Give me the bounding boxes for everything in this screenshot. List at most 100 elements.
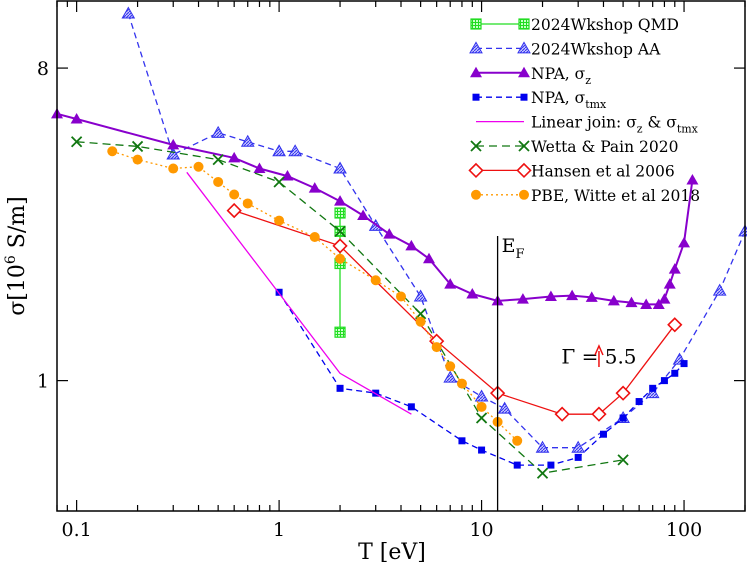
- data-point: [456, 378, 467, 389]
- series-line: [233, 209, 676, 415]
- axis-layer: 0.1 1 10 100 1 8: [37, 1, 746, 541]
- data-point: [443, 370, 458, 383]
- data-point: [253, 162, 266, 174]
- data-point: [193, 161, 204, 172]
- data-point: [652, 298, 665, 309]
- data-point: [497, 401, 512, 414]
- data-point: [212, 154, 224, 166]
- legend-label: NPA, σtmx: [531, 89, 607, 111]
- legend-label-text: 2024Wkshop QMD: [531, 16, 679, 34]
- data-point: [635, 398, 643, 406]
- legend-label-sub: z: [585, 74, 591, 87]
- data-point: [211, 125, 226, 138]
- data-point: [336, 384, 344, 392]
- data-point: [70, 113, 83, 124]
- y-tick-label: 8: [37, 58, 49, 80]
- data-point: [619, 414, 627, 422]
- data-point: [444, 278, 457, 289]
- legend-marker: [520, 93, 528, 101]
- legend-label-text: Linear join: σ: [531, 114, 637, 132]
- legend-label: 2024Wkshop AA: [531, 40, 661, 58]
- data-point: [678, 236, 691, 248]
- legend-marker: [468, 162, 484, 179]
- legend-marker: [470, 140, 482, 152]
- data-point: [405, 239, 418, 251]
- data-point: [466, 287, 479, 299]
- legend-label-text: PBE, Witte et al 2018: [531, 187, 700, 205]
- data-point: [357, 209, 370, 220]
- data-point: [131, 140, 144, 153]
- x-tick-label: 100: [666, 519, 702, 541]
- legend-label-text: Hansen et al 2006: [531, 162, 675, 180]
- data-point: [383, 228, 396, 239]
- data-point: [668, 263, 681, 274]
- fermi-line-layer: EF: [496, 235, 525, 511]
- data-point: [712, 283, 727, 296]
- x-axis-label: T [eV]: [358, 540, 426, 565]
- data-point: [667, 317, 683, 333]
- x-tick-label: 10: [469, 519, 493, 541]
- data-point: [288, 144, 302, 157]
- data-point: [228, 151, 241, 163]
- series-3: [275, 288, 688, 469]
- data-point: [649, 384, 657, 392]
- data-point: [474, 389, 489, 402]
- data-point: [213, 176, 224, 187]
- data-point: [574, 453, 582, 461]
- x-tick-label: 0.1: [62, 519, 92, 541]
- legend-marker: [518, 18, 530, 30]
- data-point: [396, 291, 406, 302]
- legend-entry: 2024Wkshop QMD: [470, 16, 679, 34]
- data-point: [458, 437, 466, 445]
- data-point: [599, 430, 607, 438]
- legend-label-sub: tmx: [585, 98, 607, 111]
- data-point: [671, 369, 679, 377]
- fermi-energy-label: EF: [502, 235, 525, 262]
- legend-label: PBE, Witte et al 2018: [531, 187, 700, 205]
- data-point: [273, 176, 285, 188]
- data-point: [226, 202, 242, 219]
- data-point: [272, 144, 286, 157]
- y-axis-label-exp: 6: [3, 255, 19, 264]
- data-point: [686, 173, 699, 185]
- data-point: [335, 253, 346, 264]
- data-point: [423, 252, 436, 264]
- data-point: [615, 385, 631, 401]
- legend-label-sub: z: [637, 123, 643, 136]
- data-point: [281, 170, 294, 181]
- legend-marker: [516, 162, 532, 179]
- data-point: [167, 138, 180, 150]
- data-point: [407, 403, 415, 411]
- annotation-layer: Γ = 5.5: [561, 344, 637, 369]
- data-point: [663, 278, 676, 289]
- data-point: [334, 225, 346, 237]
- legend-marker: [519, 189, 529, 200]
- legend-marker: [469, 41, 483, 54]
- data-point: [415, 316, 426, 327]
- data-point: [132, 154, 143, 165]
- data-point: [535, 440, 550, 453]
- data-point: [658, 293, 671, 304]
- legend-label-text: NPA, σ: [531, 89, 586, 107]
- plot-frame: [56, 0, 746, 512]
- data-point: [242, 198, 253, 209]
- data-point: [275, 288, 283, 296]
- data-point: [431, 342, 442, 353]
- data-point: [70, 136, 83, 148]
- data-point: [334, 207, 346, 219]
- data-point: [240, 134, 255, 147]
- data-point: [332, 238, 348, 254]
- data-point: [334, 326, 346, 338]
- data-point: [309, 232, 320, 243]
- data-point: [475, 412, 488, 424]
- data-point: [168, 163, 179, 174]
- legend-marker: [518, 66, 530, 78]
- fermi-label-sub: F: [515, 247, 524, 262]
- y-axis-label-unit: S/m]: [5, 196, 30, 255]
- fermi-label-main: E: [502, 235, 516, 257]
- data-point: [229, 189, 240, 200]
- legend-label: Linear join: σz & σtmx: [531, 114, 699, 136]
- data-point: [566, 289, 579, 301]
- legend-label-text: Wetta & Pain 2020: [531, 138, 678, 156]
